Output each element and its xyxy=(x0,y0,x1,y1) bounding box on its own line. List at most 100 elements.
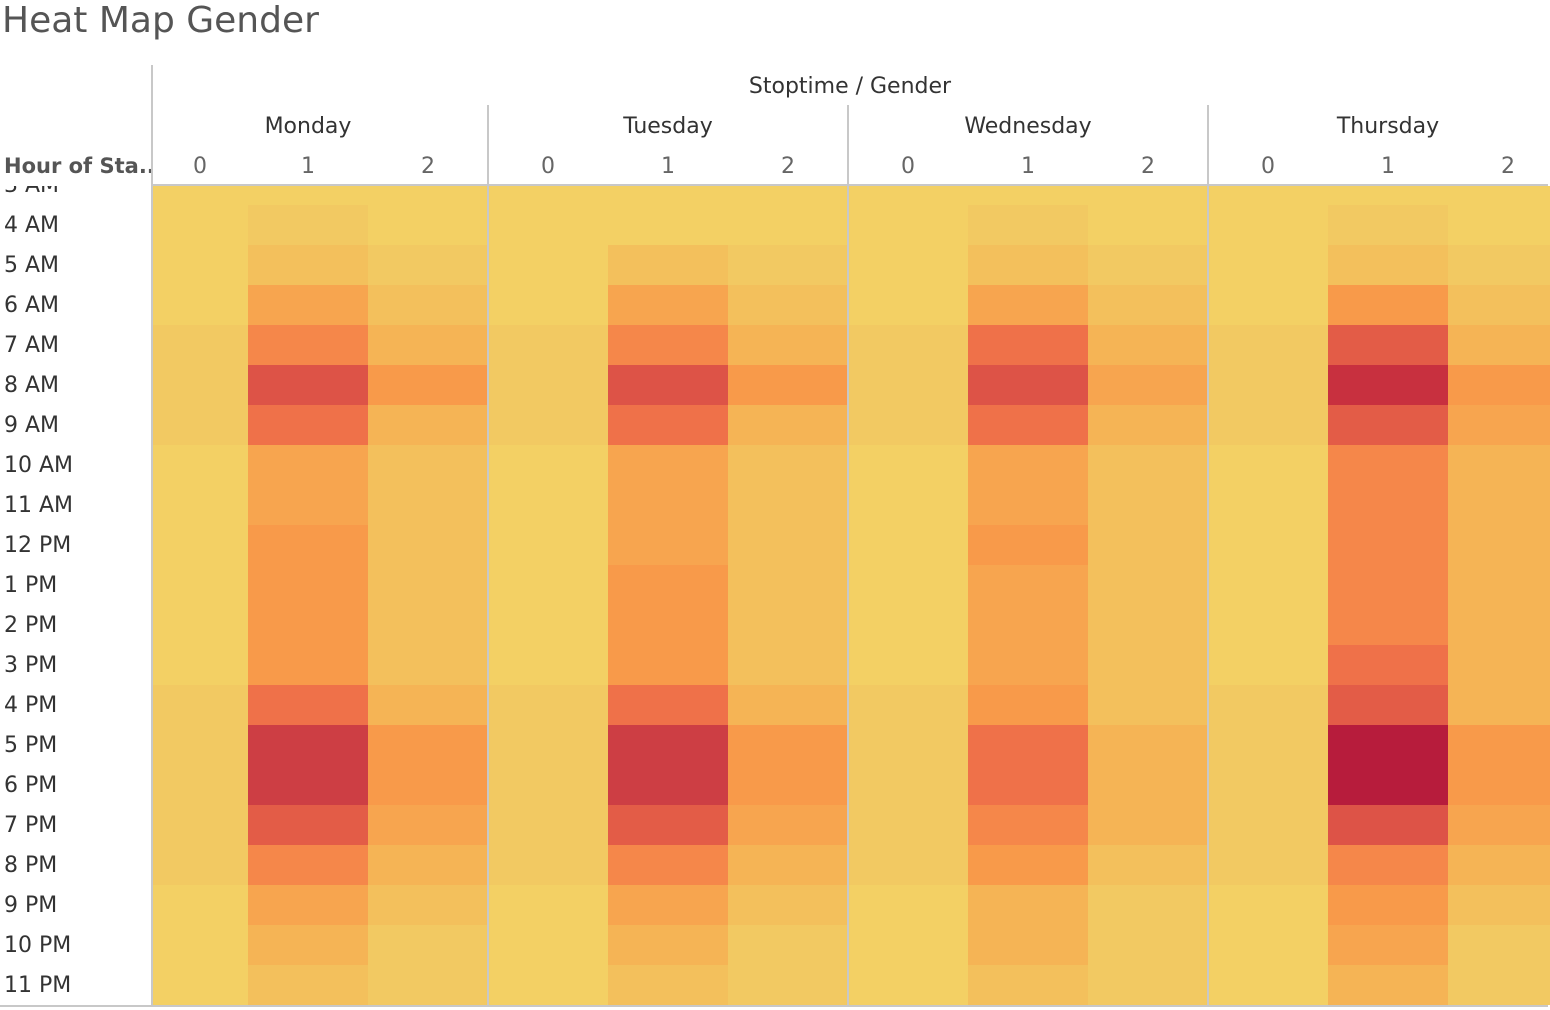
cell xyxy=(728,365,848,405)
cell xyxy=(1448,685,1550,725)
cell xyxy=(968,405,1088,445)
row-label: 10 PM xyxy=(4,933,71,958)
cell xyxy=(968,765,1088,805)
cell xyxy=(1328,245,1448,285)
cell xyxy=(1208,645,1328,685)
cell xyxy=(1448,605,1550,645)
cell xyxy=(968,445,1088,485)
cell xyxy=(488,405,608,445)
cell xyxy=(368,205,488,245)
cell xyxy=(488,445,608,485)
cell xyxy=(1328,405,1448,445)
cell xyxy=(152,405,248,445)
cell xyxy=(1208,325,1328,365)
cell xyxy=(1208,205,1328,245)
cell xyxy=(608,885,728,925)
cell xyxy=(1328,725,1448,765)
cell xyxy=(1328,605,1448,645)
cell xyxy=(1208,285,1328,325)
cell xyxy=(848,186,968,205)
cell xyxy=(968,565,1088,605)
cell xyxy=(152,445,248,485)
frame xyxy=(0,65,1548,1007)
cell xyxy=(1448,325,1550,365)
row-label: 3 AM xyxy=(4,173,59,198)
cell xyxy=(248,885,368,925)
cell xyxy=(608,186,728,205)
gender-label: 0 xyxy=(1261,154,1275,179)
cell xyxy=(152,685,248,725)
cell xyxy=(1088,365,1208,405)
cell xyxy=(1088,605,1208,645)
cell xyxy=(248,605,368,645)
cell xyxy=(152,565,248,605)
cell xyxy=(1328,885,1448,925)
cell xyxy=(488,525,608,565)
cell xyxy=(1448,525,1550,565)
row-label: 7 PM xyxy=(4,813,57,838)
cell xyxy=(728,285,848,325)
cell xyxy=(1448,285,1550,325)
cell xyxy=(248,685,368,725)
cell xyxy=(152,885,248,925)
gender-label: 1 xyxy=(661,154,675,179)
cell xyxy=(488,365,608,405)
cell xyxy=(728,965,848,1005)
cell xyxy=(1208,405,1328,445)
cell xyxy=(368,805,488,845)
cell xyxy=(1208,485,1328,525)
cell xyxy=(1088,186,1208,205)
cell xyxy=(152,245,248,285)
row-header: Hour of Sta.. xyxy=(4,154,155,178)
cell xyxy=(968,885,1088,925)
cell xyxy=(368,725,488,765)
cell xyxy=(968,845,1088,885)
row-label: 12 PM xyxy=(4,533,71,558)
cell xyxy=(1088,725,1208,765)
cell xyxy=(968,725,1088,765)
cell xyxy=(152,965,248,1005)
row-label: 5 AM xyxy=(4,253,59,278)
cell xyxy=(488,186,608,205)
cell xyxy=(728,525,848,565)
cell xyxy=(968,645,1088,685)
cell xyxy=(1088,525,1208,565)
cell xyxy=(968,285,1088,325)
cell xyxy=(968,365,1088,405)
cell xyxy=(608,285,728,325)
cell xyxy=(968,925,1088,965)
row-label: 7 AM xyxy=(4,333,59,358)
day-label: Monday xyxy=(265,114,352,139)
cell xyxy=(1328,925,1448,965)
cell xyxy=(1208,186,1328,205)
cell xyxy=(848,405,968,445)
cell xyxy=(1328,325,1448,365)
cell xyxy=(1208,685,1328,725)
cell xyxy=(728,805,848,845)
row-label: 3 PM xyxy=(4,653,57,678)
cell xyxy=(368,965,488,1005)
cell xyxy=(488,245,608,285)
cell xyxy=(728,925,848,965)
cell xyxy=(368,845,488,885)
cell xyxy=(1448,805,1550,845)
chart-title: Heat Map Gender xyxy=(2,0,319,41)
cell xyxy=(1448,765,1550,805)
cell xyxy=(248,285,368,325)
cell xyxy=(1208,765,1328,805)
cell xyxy=(1208,965,1328,1005)
cell xyxy=(248,725,368,765)
gender-label: 2 xyxy=(1141,154,1155,179)
cell xyxy=(152,485,248,525)
cell xyxy=(368,565,488,605)
cell xyxy=(1088,565,1208,605)
cell xyxy=(1328,845,1448,885)
cell xyxy=(1328,445,1448,485)
cell xyxy=(1328,765,1448,805)
cell xyxy=(1088,405,1208,445)
cell xyxy=(1088,645,1208,685)
cell xyxy=(368,885,488,925)
cell xyxy=(1088,285,1208,325)
cell xyxy=(848,525,968,565)
cell xyxy=(608,925,728,965)
